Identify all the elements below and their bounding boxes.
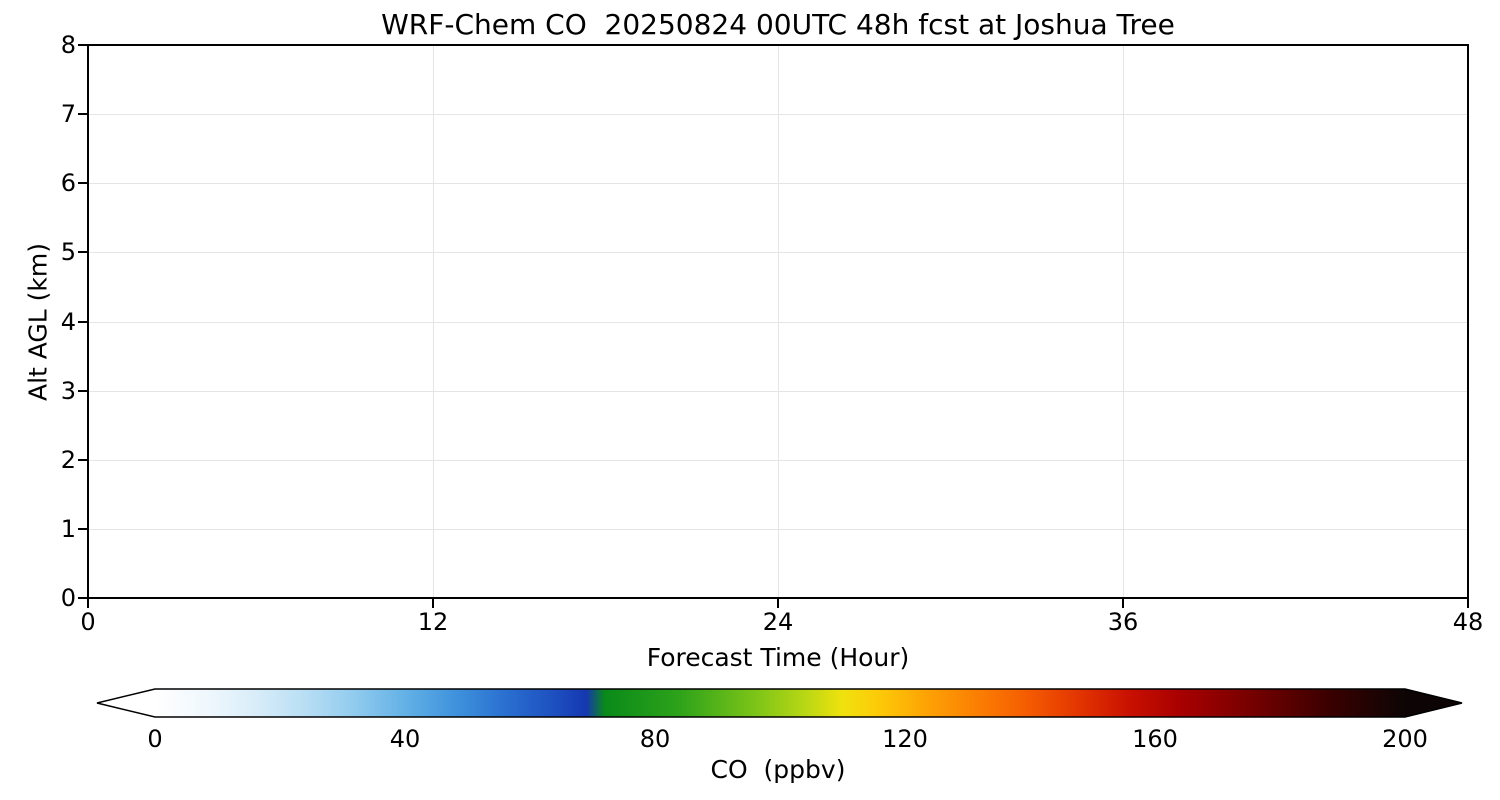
colorbar-tick-label: 0 (147, 725, 163, 753)
y-tick-mark (78, 527, 87, 530)
x-tick-label: 48 (1452, 608, 1484, 636)
x-tick-label: 24 (762, 608, 794, 636)
y-tick-label: 2 (60, 445, 76, 474)
y-tick-label: 8 (60, 31, 76, 59)
y-tick-mark (78, 389, 87, 392)
y-tick-mark (78, 113, 87, 116)
y-tick-label: 7 (60, 100, 76, 129)
x-tick-mark (1122, 599, 1124, 608)
colorbar-tick-label: 40 (389, 725, 421, 753)
y-tick-label: 0 (60, 584, 76, 612)
colorbar-bar (96, 688, 1463, 718)
y-tick-label: 4 (60, 307, 76, 336)
chart-title: WRF-Chem CO 20250824 00UTC 48h fcst at J… (381, 8, 1175, 41)
y-tick-mark (78, 597, 87, 599)
x-tick-mark (1467, 599, 1469, 608)
y-tick-label: 6 (60, 169, 76, 198)
gridline-vertical (433, 46, 434, 597)
colorbar-tick-label: 120 (882, 725, 928, 753)
x-tick-mark (777, 599, 779, 608)
colorbar-tick-label: 200 (1382, 725, 1428, 753)
y-tick-mark (78, 320, 87, 323)
y-tick-label: 5 (60, 238, 76, 267)
plot-area (87, 44, 1469, 599)
y-tick-mark (78, 251, 87, 254)
y-tick-label: 1 (60, 514, 76, 543)
x-tick-label: 36 (1107, 608, 1139, 636)
y-tick-mark (78, 182, 87, 185)
x-tick-mark (432, 599, 434, 608)
colorbar-tick-label: 80 (639, 725, 671, 753)
colorbar-label: CO (ppbv) (710, 755, 846, 784)
gridline-vertical (1123, 46, 1124, 597)
y-tick-mark (78, 458, 87, 461)
y-tick-label: 3 (60, 376, 76, 405)
x-tick-label: 0 (80, 608, 96, 636)
colorbar-tick-label: 160 (1132, 725, 1178, 753)
x-tick-mark (87, 599, 89, 608)
x-axis-label: Forecast Time (Hour) (646, 643, 910, 672)
x-tick-label: 12 (417, 608, 449, 636)
gridline-vertical (778, 46, 779, 597)
y-tick-mark (78, 44, 87, 46)
